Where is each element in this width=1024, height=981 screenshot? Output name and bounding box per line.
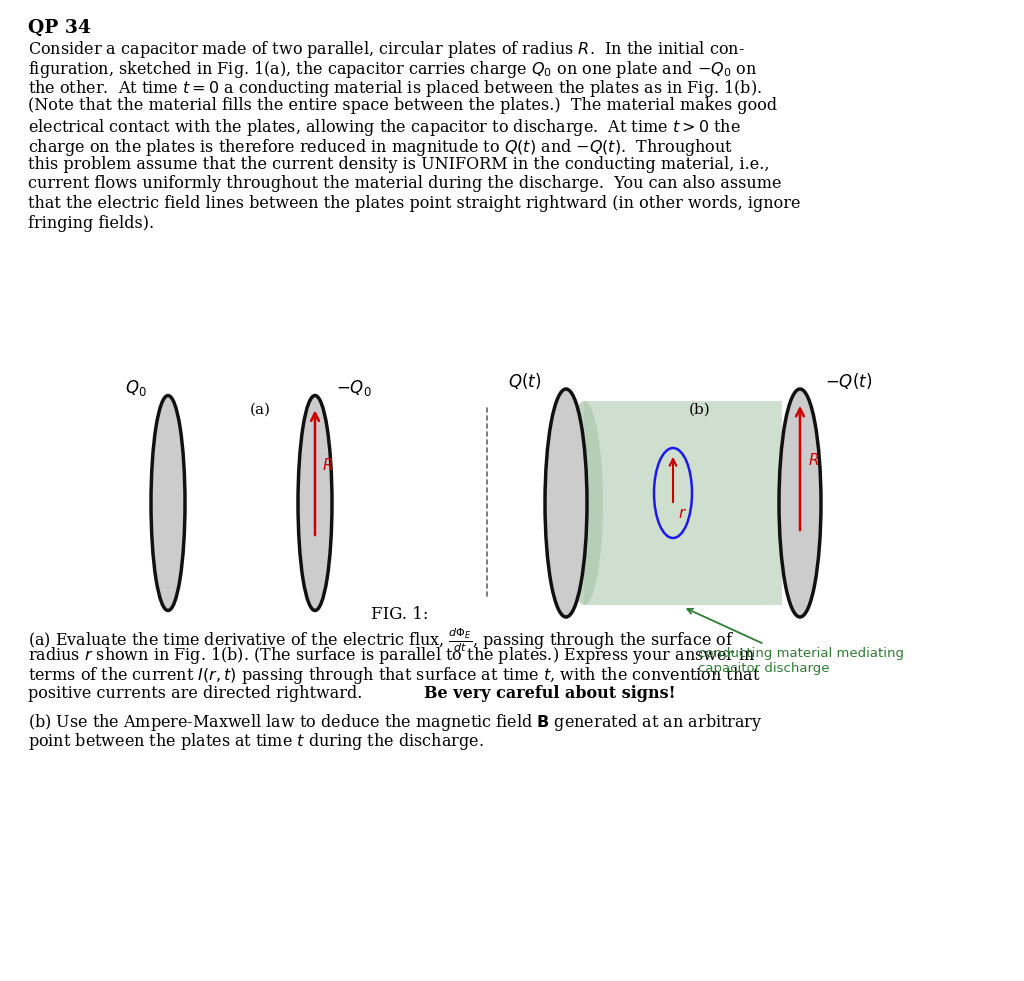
Text: radius $r$ shown in Fig. 1(b). (The surface is parallel to the plates.) Express : radius $r$ shown in Fig. 1(b). (The surf… xyxy=(28,645,756,666)
Ellipse shape xyxy=(151,395,185,610)
Text: $r$: $r$ xyxy=(678,507,687,521)
Text: positive currents are directed rightward.: positive currents are directed rightward… xyxy=(28,685,368,701)
Text: fringing fields).: fringing fields). xyxy=(28,215,155,232)
Text: $-Q(t)$: $-Q(t)$ xyxy=(825,371,872,391)
Text: electrical contact with the plates, allowing the capacitor to discharge.  At tim: electrical contact with the plates, allo… xyxy=(28,117,740,138)
Text: figuration, sketched in Fig. 1(a), the capacitor carries charge $Q_0$ on one pla: figuration, sketched in Fig. 1(a), the c… xyxy=(28,59,757,79)
Ellipse shape xyxy=(298,395,332,610)
Text: $R$: $R$ xyxy=(808,452,819,468)
Ellipse shape xyxy=(565,401,603,605)
Text: (a) Evaluate the time derivative of the electric flux, $\frac{d\Phi_E}{dt}$, pas: (a) Evaluate the time derivative of the … xyxy=(28,626,734,653)
Text: (b): (b) xyxy=(689,403,711,417)
Text: FIG. 1:: FIG. 1: xyxy=(372,606,429,623)
Text: Be very careful about signs!: Be very careful about signs! xyxy=(424,685,676,701)
Text: (Note that the material fills the entire space between the plates.)  The materia: (Note that the material fills the entire… xyxy=(28,97,777,115)
Ellipse shape xyxy=(779,389,821,617)
Text: this problem assume that the current density is UNIFORM in the conducting materi: this problem assume that the current den… xyxy=(28,156,769,173)
Text: Consider a capacitor made of two parallel, circular plates of radius $R$.  In th: Consider a capacitor made of two paralle… xyxy=(28,39,744,60)
Text: current flows uniformly throughout the material during the discharge.  You can a: current flows uniformly throughout the m… xyxy=(28,176,781,192)
Text: QP 34: QP 34 xyxy=(28,19,91,37)
Ellipse shape xyxy=(545,389,587,617)
Text: that the electric field lines between the plates point straight rightward (in ot: that the electric field lines between th… xyxy=(28,195,801,212)
Polygon shape xyxy=(584,401,782,605)
Text: (b) Use the Ampere-Maxwell law to deduce the magnetic field $\mathbf{B}$ generat: (b) Use the Ampere-Maxwell law to deduce… xyxy=(28,712,763,733)
Text: $-Q_0$: $-Q_0$ xyxy=(336,378,372,397)
Text: $Q(t)$: $Q(t)$ xyxy=(508,371,541,391)
Text: $Q_0$: $Q_0$ xyxy=(125,378,147,397)
Text: (a): (a) xyxy=(250,403,270,417)
Text: the other.  At time $t=0$ a conducting material is placed between the plates as : the other. At time $t=0$ a conducting ma… xyxy=(28,78,762,99)
Text: conducting material mediating
capacitor discharge: conducting material mediating capacitor … xyxy=(687,609,904,675)
Text: charge on the plates is therefore reduced in magnitude to $Q(t)$ and $-Q(t)$.  T: charge on the plates is therefore reduce… xyxy=(28,136,733,158)
Text: $R$: $R$ xyxy=(322,457,333,473)
Text: point between the plates at time $t$ during the discharge.: point between the plates at time $t$ dur… xyxy=(28,732,483,752)
Text: terms of the current $I(r,t)$ passing through that surface at time $t$, with the: terms of the current $I(r,t)$ passing th… xyxy=(28,665,761,686)
